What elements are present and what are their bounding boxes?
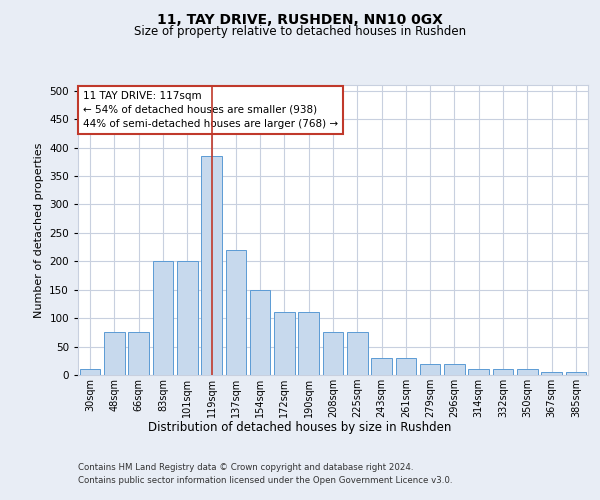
Bar — [104, 332, 125, 375]
Bar — [226, 250, 246, 375]
Bar — [541, 372, 562, 375]
Text: 11, TAY DRIVE, RUSHDEN, NN10 0GX: 11, TAY DRIVE, RUSHDEN, NN10 0GX — [157, 12, 443, 26]
Text: Contains public sector information licensed under the Open Government Licence v3: Contains public sector information licen… — [78, 476, 452, 485]
Bar — [250, 290, 271, 375]
Bar — [152, 262, 173, 375]
Bar — [323, 332, 343, 375]
Bar — [444, 364, 465, 375]
Bar — [420, 364, 440, 375]
Text: Contains HM Land Registry data © Crown copyright and database right 2024.: Contains HM Land Registry data © Crown c… — [78, 464, 413, 472]
Text: 11 TAY DRIVE: 117sqm
← 54% of detached houses are smaller (938)
44% of semi-deta: 11 TAY DRIVE: 117sqm ← 54% of detached h… — [83, 91, 338, 129]
Bar — [201, 156, 222, 375]
Bar — [80, 370, 100, 375]
Bar — [274, 312, 295, 375]
Bar — [371, 358, 392, 375]
Bar — [493, 370, 514, 375]
Bar — [128, 332, 149, 375]
Bar — [469, 370, 489, 375]
Bar — [177, 262, 197, 375]
Bar — [298, 312, 319, 375]
Text: Distribution of detached houses by size in Rushden: Distribution of detached houses by size … — [148, 421, 452, 434]
Bar — [566, 372, 586, 375]
Bar — [517, 370, 538, 375]
Text: Size of property relative to detached houses in Rushden: Size of property relative to detached ho… — [134, 25, 466, 38]
Bar — [347, 332, 368, 375]
Bar — [395, 358, 416, 375]
Y-axis label: Number of detached properties: Number of detached properties — [34, 142, 44, 318]
